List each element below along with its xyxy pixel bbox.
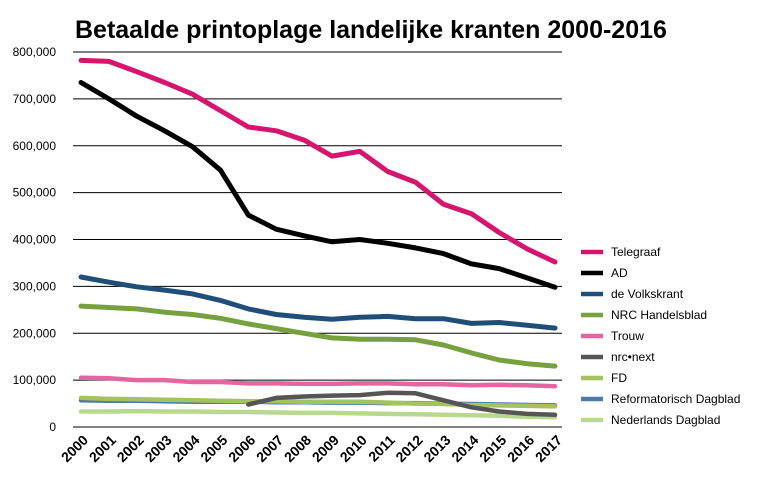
x-axis-tick-labels: 2000200120022003200420052006200720082009…	[58, 432, 565, 465]
y-tick-label: 0	[49, 420, 56, 434]
series-line-de-volkskrant	[78, 274, 558, 331]
legend-label: Nederlands Dagblad	[611, 413, 720, 427]
x-tick-label: 2007	[253, 432, 286, 465]
legend-label: FD	[611, 371, 627, 385]
legend-label: de Volkskrant	[611, 287, 684, 301]
x-tick-label: 2000	[58, 432, 91, 465]
x-tick-label: 2015	[476, 432, 509, 465]
series-lines	[78, 57, 558, 420]
y-tick-label: 500,000	[13, 186, 57, 200]
chart-title: Betaalde printoplage landelijke kranten …	[75, 16, 667, 44]
y-tick-label: 800,000	[13, 45, 57, 59]
y-tick-label: 600,000	[13, 139, 57, 153]
y-axis-tick-labels: 0 100,000 200,000 300,000 400,000 500,000 600,…	[13, 45, 57, 434]
y-tick-label: 200,000	[13, 326, 57, 340]
x-tick-label: 2005	[197, 432, 230, 465]
legend-label: Telegraaf	[611, 245, 661, 259]
x-tick-label: 2010	[337, 432, 370, 465]
legend-label: NRC Handelsblad	[611, 308, 707, 322]
legend-label: nrc•next	[611, 350, 655, 364]
x-tick-label: 2013	[420, 432, 453, 465]
x-tick-label: 2003	[141, 432, 174, 465]
gridlines	[73, 51, 562, 381]
series-line-fd	[78, 395, 558, 409]
series-line-ad	[78, 80, 558, 290]
x-tick-label: 2011	[365, 432, 398, 465]
series-line-nrc-next	[246, 390, 558, 418]
legend-label: AD	[611, 266, 628, 280]
x-tick-label: 2008	[281, 432, 314, 465]
series-line-trouw	[78, 375, 558, 389]
series-line-nrc-handelsblad	[78, 303, 558, 369]
x-tick-label: 2014	[448, 432, 481, 465]
series-line-telegraaf	[78, 57, 558, 265]
x-tick-label: 2004	[169, 432, 202, 465]
series-line-nederlands-dagblad	[78, 408, 558, 420]
x-tick-label: 2016	[504, 432, 537, 465]
x-tick-label: 2002	[114, 432, 147, 465]
legend-label: Reformatorisch Dagblad	[611, 392, 740, 406]
y-tick-label: 300,000	[13, 279, 57, 293]
y-tick-label: 100,000	[13, 373, 57, 387]
x-tick-label: 2001	[86, 432, 119, 465]
x-tick-label: 2006	[225, 432, 258, 465]
x-tick-label: 2017	[532, 432, 565, 465]
y-tick-label: 400,000	[13, 233, 57, 247]
legend: Telegraaf AD de Volkskrant NRC Handelsblad T…	[581, 245, 740, 427]
x-tick-label: 2012	[392, 432, 425, 465]
legend-label: Trouw	[611, 329, 644, 343]
x-tick-label: 2009	[309, 432, 342, 465]
y-tick-label: 700,000	[13, 92, 57, 106]
